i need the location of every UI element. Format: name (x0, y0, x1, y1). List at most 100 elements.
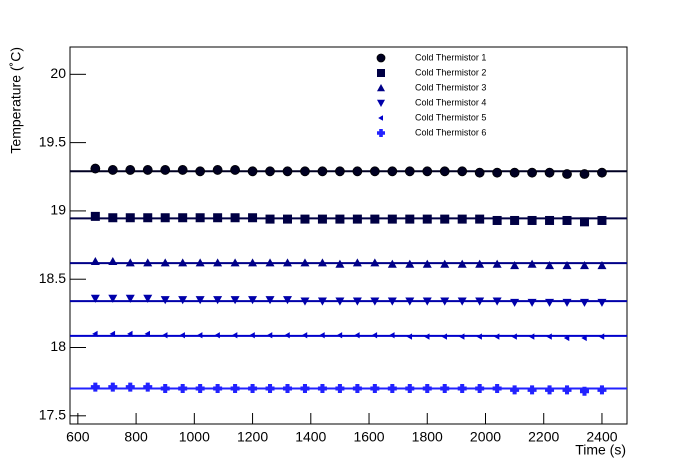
data-point (230, 383, 240, 393)
data-point (265, 214, 275, 224)
data-point (475, 383, 485, 393)
data-point (213, 258, 223, 267)
data-point (457, 297, 467, 306)
data-point (265, 258, 275, 267)
data-point (562, 215, 572, 225)
data-point (492, 383, 502, 393)
x-tick-label: 2200 (528, 429, 559, 445)
data-point (143, 294, 153, 303)
data-point (387, 259, 397, 268)
data-point (300, 297, 310, 306)
data-point (90, 382, 100, 392)
legend-label: Cold Thermistor 3 (415, 82, 486, 92)
data-point (230, 213, 240, 223)
data-point (440, 259, 450, 268)
data-point (422, 383, 432, 393)
data-point (266, 332, 273, 339)
data-point (457, 259, 467, 268)
y-tick-label: 18.5 (39, 270, 66, 286)
data-point (579, 169, 590, 179)
data-point (109, 330, 116, 337)
data-point (247, 166, 258, 177)
data-point (457, 166, 468, 177)
data-point (579, 386, 589, 396)
data-point (492, 167, 503, 178)
data-point (527, 259, 537, 268)
data-point (300, 258, 310, 267)
data-point (300, 214, 310, 224)
data-point (352, 214, 362, 224)
data-point (511, 333, 517, 340)
data-point (597, 261, 607, 270)
x-tick-label: 1800 (412, 429, 443, 445)
data-point (405, 214, 415, 224)
data-point (319, 332, 325, 339)
data-point (544, 167, 555, 178)
data-point (283, 383, 293, 393)
legend-marker (377, 99, 385, 107)
x-tick-label: 2000 (470, 429, 501, 445)
data-point (527, 298, 537, 307)
data-point (335, 297, 345, 306)
data-point (581, 334, 587, 342)
data-point (509, 167, 520, 178)
data-point (300, 166, 310, 177)
data-point (160, 383, 170, 393)
data-point (440, 214, 450, 224)
data-point (300, 383, 310, 393)
data-point (108, 213, 118, 223)
data-point (92, 330, 98, 337)
data-point (457, 383, 467, 393)
data-point (424, 333, 430, 340)
data-point (598, 333, 605, 340)
legend-label: Cold Thermistor 6 (415, 127, 486, 137)
data-point (248, 296, 258, 305)
data-point (404, 166, 415, 177)
data-point (563, 334, 570, 342)
data-point (214, 332, 220, 339)
data-point (492, 259, 502, 268)
data-point (249, 332, 255, 339)
data-point (144, 330, 150, 337)
x-tick-label: 800 (124, 429, 148, 445)
data-point (527, 215, 537, 225)
y-tick-label: 18 (50, 338, 66, 354)
data-point (283, 214, 293, 224)
x-tick-label: 2400 (586, 429, 617, 445)
x-tick-label: 1200 (237, 429, 268, 445)
data-point (335, 259, 345, 268)
data-point (212, 165, 223, 175)
data-point (579, 261, 589, 270)
data-point (597, 215, 607, 225)
data-point (125, 294, 135, 303)
data-point (179, 332, 185, 339)
data-point (422, 297, 432, 306)
x-tick-label: 600 (66, 429, 90, 445)
data-point (108, 382, 118, 392)
data-point (371, 332, 378, 339)
data-point (387, 214, 397, 224)
data-point (474, 167, 485, 178)
data-point (510, 261, 520, 270)
data-point (476, 333, 482, 340)
data-point (422, 166, 433, 177)
data-point (213, 383, 223, 393)
data-point (195, 258, 205, 267)
data-point (510, 215, 520, 225)
data-point (160, 296, 170, 305)
data-point (475, 214, 485, 224)
data-point (108, 294, 118, 303)
data-point (440, 383, 450, 393)
y-tick-label: 17.5 (39, 407, 66, 423)
data-point (143, 213, 153, 223)
data-point (422, 259, 432, 268)
data-point (406, 333, 413, 340)
data-point (178, 213, 188, 223)
data-point (527, 385, 537, 395)
y-tick-label: 19 (50, 202, 66, 218)
data-point (510, 298, 520, 307)
x-tick-label: 1400 (295, 429, 326, 445)
data-point (459, 333, 465, 340)
data-point (178, 383, 188, 393)
data-point (108, 256, 118, 266)
